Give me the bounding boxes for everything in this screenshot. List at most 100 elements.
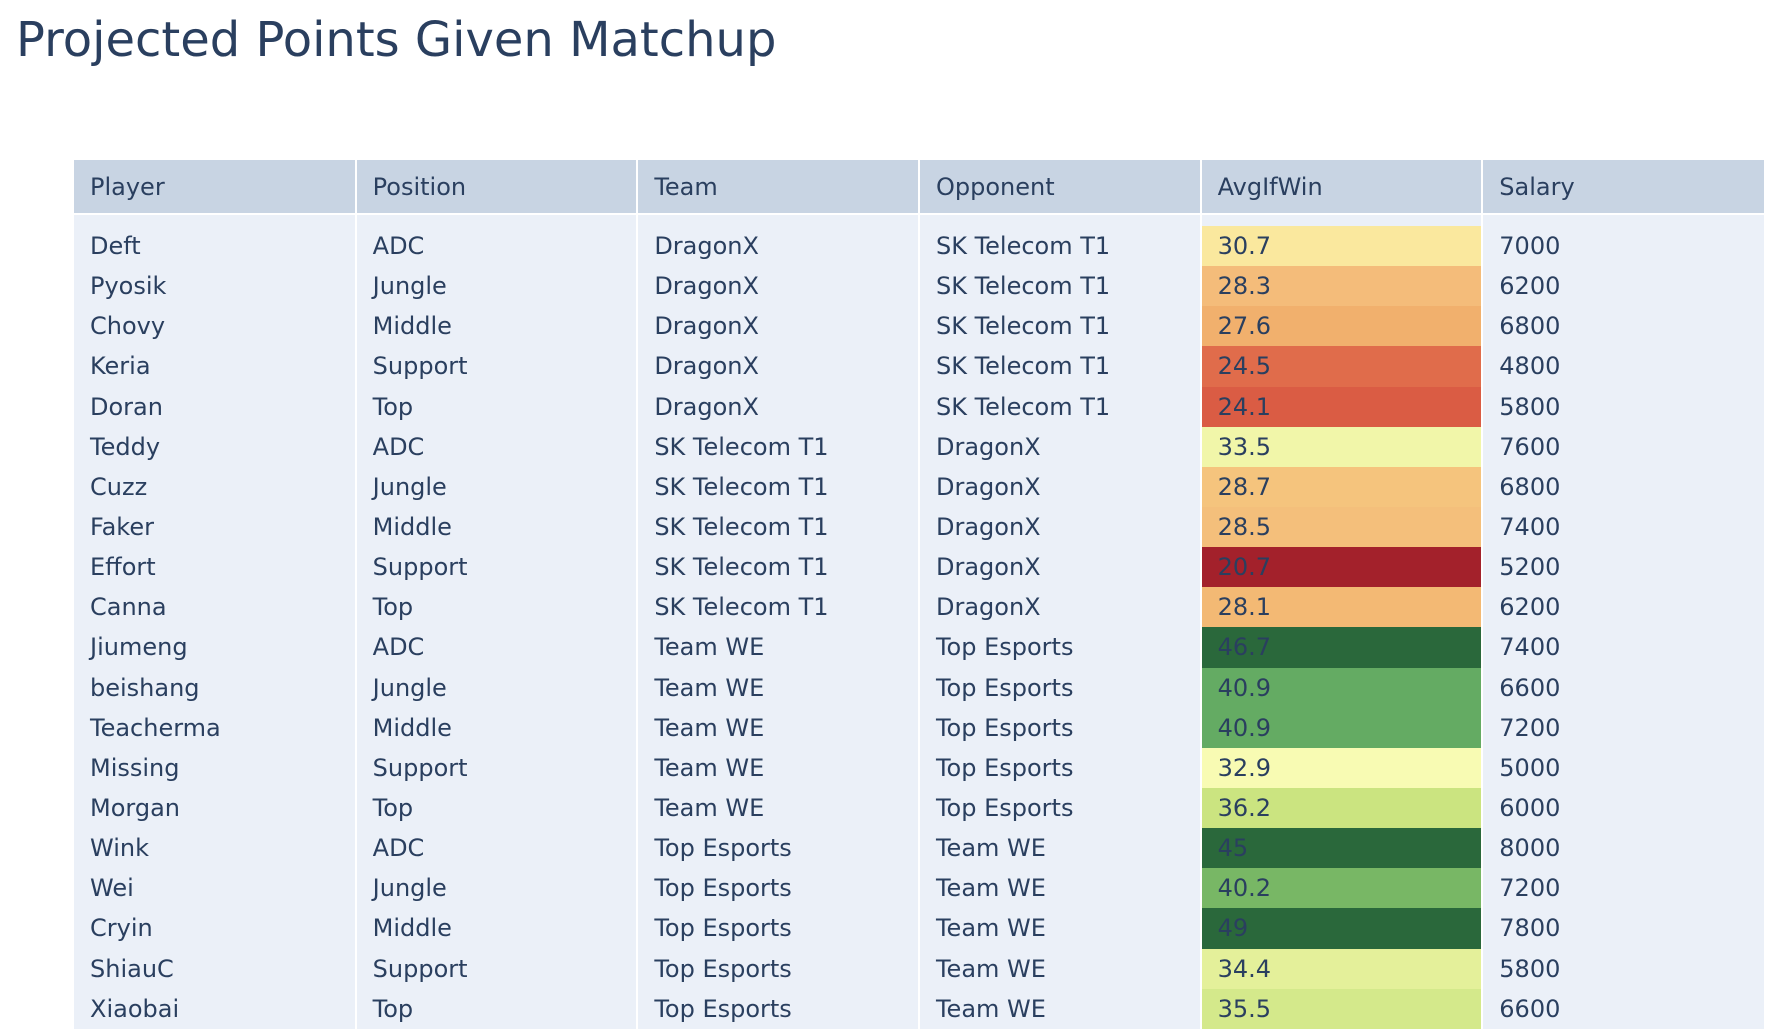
cell-avgifwin: 40.9 <box>1200 667 1484 708</box>
cell-avgifwin: 28.5 <box>1200 506 1484 548</box>
table-row: Cryin Middle Top Esports Team WE 49 7800 <box>74 908 1764 949</box>
header-avgifwin: AvgIfWin <box>1200 160 1484 215</box>
cell-opponent: DragonX <box>918 466 1202 507</box>
cell-team: Team WE <box>637 627 920 668</box>
spacer-cell <box>1482 214 1764 226</box>
cell-position: Support <box>355 547 639 588</box>
cell-team: SK Telecom T1 <box>637 547 920 588</box>
cell-salary: 6800 <box>1482 306 1764 347</box>
cell-team: Top Esports <box>637 868 920 909</box>
chart-title: Projected Points Given Matchup <box>16 12 777 68</box>
cell-position: ADC <box>355 828 639 869</box>
header-player: Player <box>74 160 357 215</box>
cell-avgifwin: 40.2 <box>1200 868 1484 909</box>
cell-avgifwin: 28.1 <box>1200 587 1484 628</box>
cell-position: Top <box>355 988 639 1029</box>
cell-team: Top Esports <box>637 988 920 1029</box>
data-table-container: Player Position Team Opponent AvgIfWin S… <box>74 160 1764 1029</box>
cell-position: Middle <box>355 306 639 347</box>
cell-avgifwin: 45 <box>1200 828 1484 869</box>
table-row: Faker Middle SK Telecom T1 DragonX 28.5 7400 <box>74 506 1764 548</box>
cell-opponent: Team WE <box>918 908 1202 949</box>
cell-player: ShiauC <box>74 948 357 989</box>
cell-salary: 7400 <box>1482 627 1764 668</box>
cell-team: DragonX <box>637 306 920 347</box>
table-row: Canna Top SK Telecom T1 DragonX 28.1 6200 <box>74 587 1764 628</box>
cell-team: DragonX <box>637 386 920 427</box>
cell-opponent: SK Telecom T1 <box>918 306 1202 347</box>
cell-salary: 5800 <box>1482 386 1764 427</box>
cell-position: ADC <box>355 226 639 267</box>
spacer-cell <box>637 214 920 226</box>
cell-player: Wei <box>74 868 357 909</box>
cell-opponent: SK Telecom T1 <box>918 266 1202 307</box>
cell-avgifwin: 36.2 <box>1200 787 1484 829</box>
cell-position: Support <box>355 747 639 788</box>
cell-player: Cryin <box>74 908 357 949</box>
cell-team: Team WE <box>637 787 920 829</box>
cell-player: Missing <box>74 747 357 788</box>
cell-opponent: DragonX <box>918 547 1202 588</box>
cell-player: Faker <box>74 506 357 548</box>
cell-player: Deft <box>74 226 357 267</box>
cell-avgifwin: 30.7 <box>1200 226 1484 267</box>
cell-player: Jiumeng <box>74 627 357 668</box>
table-row: Pyosik Jungle DragonX SK Telecom T1 28.3 6200 <box>74 266 1764 307</box>
spacer-cell <box>918 214 1202 226</box>
spacer-cell <box>1200 214 1484 226</box>
cell-opponent: Top Esports <box>918 747 1202 788</box>
cell-opponent: DragonX <box>918 426 1202 467</box>
cell-salary: 7000 <box>1482 226 1764 267</box>
cell-team: Top Esports <box>637 908 920 949</box>
cell-salary: 5800 <box>1482 948 1764 989</box>
table-header-row: Player Position Team Opponent AvgIfWin S… <box>74 160 1764 215</box>
table-row: Keria Support DragonX SK Telecom T1 24.5 4800 <box>74 346 1764 387</box>
cell-player: Canna <box>74 587 357 628</box>
cell-position: ADC <box>355 627 639 668</box>
cell-player: Teacherma <box>74 707 357 748</box>
cell-position: Jungle <box>355 266 639 307</box>
cell-salary: 6000 <box>1482 787 1764 829</box>
spacer-cell <box>74 214 357 226</box>
table-row: Teddy ADC SK Telecom T1 DragonX 33.5 7600 <box>74 426 1764 467</box>
cell-salary: 7200 <box>1482 707 1764 748</box>
cell-position: Top <box>355 386 639 427</box>
cell-avgifwin: 28.7 <box>1200 466 1484 507</box>
cell-opponent: SK Telecom T1 <box>918 346 1202 387</box>
table-row: Xiaobai Top Top Esports Team WE 35.5 6600 <box>74 988 1764 1029</box>
cell-salary: 5000 <box>1482 747 1764 788</box>
cell-position: Jungle <box>355 667 639 708</box>
cell-player: Xiaobai <box>74 988 357 1029</box>
header-salary: Salary <box>1482 160 1764 215</box>
cell-team: SK Telecom T1 <box>637 506 920 548</box>
cell-avgifwin: 28.3 <box>1200 266 1484 307</box>
cell-salary: 7800 <box>1482 908 1764 949</box>
cell-avgifwin: 46.7 <box>1200 627 1484 668</box>
cell-opponent: Top Esports <box>918 667 1202 708</box>
cell-avgifwin: 24.1 <box>1200 386 1484 427</box>
cell-player: Wink <box>74 828 357 869</box>
cell-opponent: SK Telecom T1 <box>918 386 1202 427</box>
cell-avgifwin: 27.6 <box>1200 306 1484 347</box>
cell-position: Middle <box>355 506 639 548</box>
cell-salary: 6600 <box>1482 667 1764 708</box>
cell-position: Jungle <box>355 466 639 507</box>
cell-player: Doran <box>74 386 357 427</box>
cell-opponent: Top Esports <box>918 787 1202 829</box>
cell-opponent: Team WE <box>918 828 1202 869</box>
cell-salary: 6200 <box>1482 587 1764 628</box>
cell-team: Team WE <box>637 667 920 708</box>
cell-position: Top <box>355 787 639 829</box>
cell-opponent: Top Esports <box>918 627 1202 668</box>
table-row: Jiumeng ADC Team WE Top Esports 46.7 7400 <box>74 627 1764 668</box>
cell-avgifwin: 49 <box>1200 908 1484 949</box>
table-row: Effort Support SK Telecom T1 DragonX 20.7 520… <box>74 547 1764 588</box>
cell-salary: 7400 <box>1482 506 1764 548</box>
cell-avgifwin: 24.5 <box>1200 346 1484 387</box>
cell-avgifwin: 34.4 <box>1200 948 1484 989</box>
cell-position: Middle <box>355 707 639 748</box>
table-row: Chovy Middle DragonX SK Telecom T1 27.6 6800 <box>74 306 1764 347</box>
cell-position: Support <box>355 948 639 989</box>
table-spacer-row <box>74 214 1764 226</box>
header-position: Position <box>355 160 639 215</box>
